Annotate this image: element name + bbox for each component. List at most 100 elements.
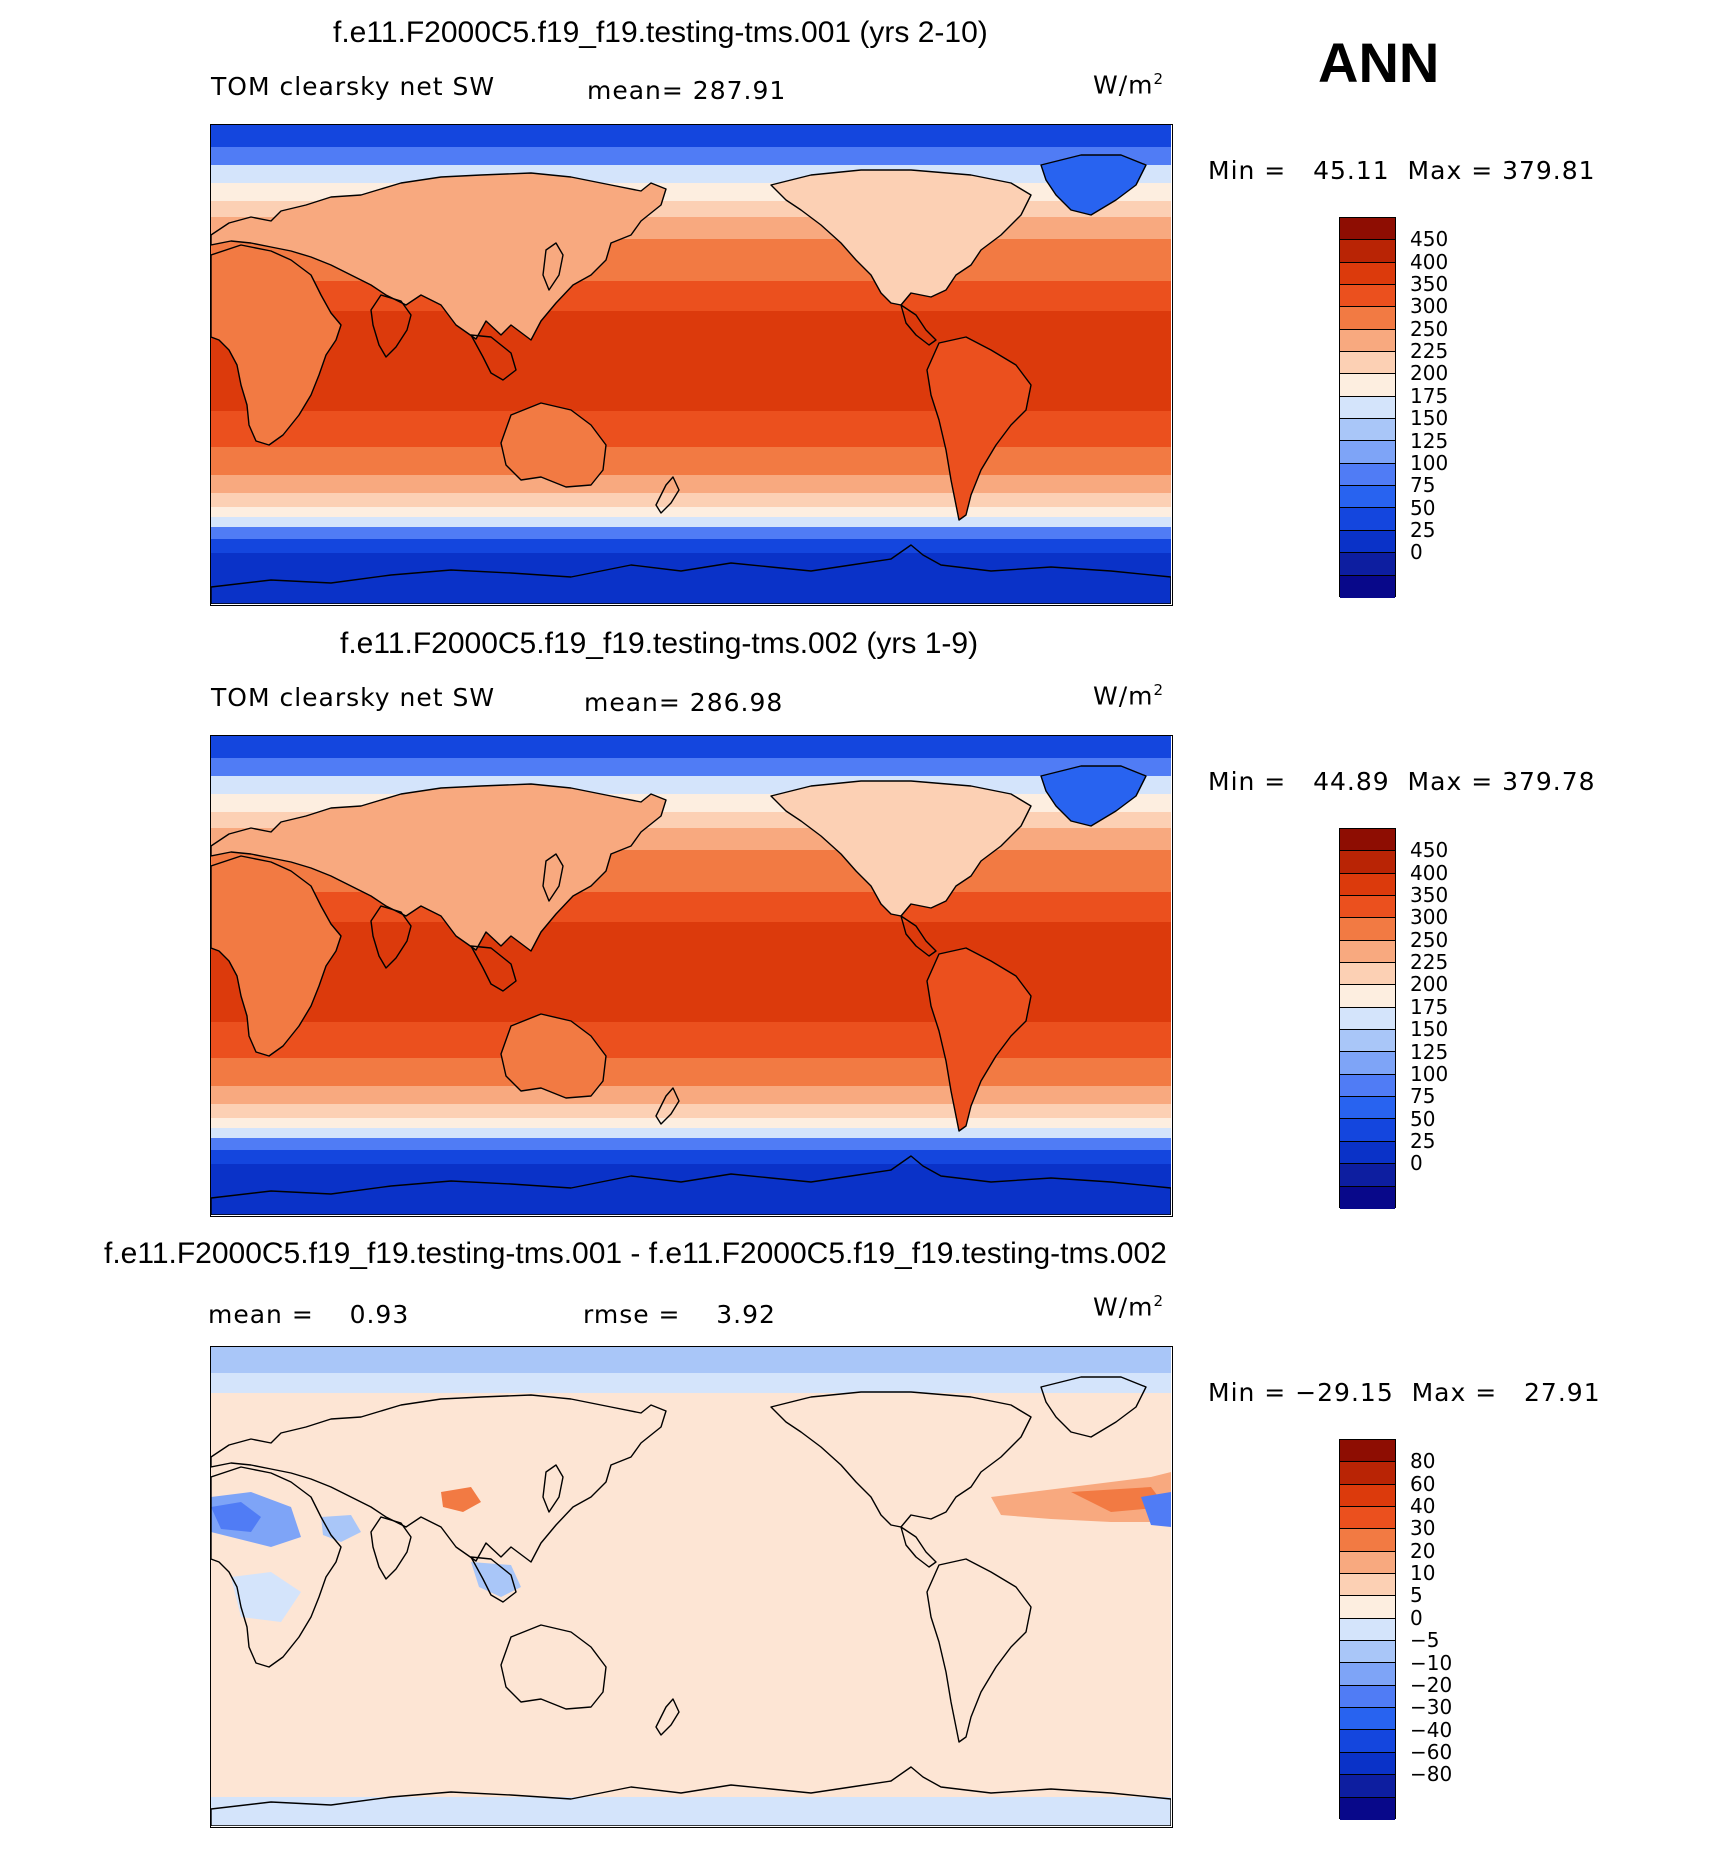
- colorbar-tick-label: 400: [1410, 249, 1449, 274]
- colorbar-tick-label: 175: [1410, 994, 1449, 1019]
- colorbar-segment: [1340, 1052, 1395, 1075]
- colorbar-tick-label: 25: [1410, 517, 1436, 542]
- diff-band-north: [211, 1347, 1171, 1373]
- coastline-southAmerica: [926, 1558, 1032, 1743]
- color-band: [211, 892, 1171, 922]
- coastline-nz: [655, 1698, 680, 1736]
- eurasia-fill: [211, 173, 666, 340]
- colorbar-segment: [1340, 508, 1395, 531]
- coastline-greenland: [1040, 1376, 1147, 1438]
- diff-sahara-strong: [211, 1502, 261, 1532]
- diff-africa-south-blue: [231, 1572, 301, 1622]
- colorbar-segment: [1340, 1484, 1395, 1508]
- colorbar-segment: [1340, 486, 1395, 509]
- panel3-units: W/m2: [1093, 1292, 1165, 1322]
- color-band: [211, 1104, 1171, 1118]
- colorbar-tick-label: 150: [1410, 406, 1449, 431]
- colorbar-tick-label: 250: [1410, 927, 1449, 952]
- color-band: [211, 1058, 1171, 1086]
- colorbar-segment: [1340, 1752, 1395, 1776]
- colorbar-tick-label: 25: [1410, 1128, 1436, 1153]
- colorbar-segment: [1340, 1507, 1395, 1530]
- coastline-southAmerica: [926, 336, 1032, 521]
- colorbar-segment: [1340, 985, 1395, 1008]
- coastline-australia: [500, 1013, 607, 1099]
- colorbar-tick-label: 50: [1410, 495, 1436, 520]
- colorbar-segment: [1340, 963, 1395, 986]
- panel2-variable-label: TOM clearsky net SW: [211, 683, 496, 712]
- coastline-northAmerica: [770, 1391, 1032, 1528]
- color-band: [211, 736, 1171, 758]
- colorbar-segment: [1340, 1618, 1395, 1642]
- colorbar-tick-label: 0: [1410, 540, 1423, 565]
- colorbar-tick-label: 0: [1410, 1605, 1423, 1630]
- colorbar-tick-label: 300: [1410, 294, 1449, 319]
- colorbar-segment: [1340, 1775, 1395, 1798]
- colorbar-segment: [1340, 1730, 1395, 1753]
- northamerica-fill: [771, 781, 1031, 916]
- colorbar-segment: [1340, 463, 1395, 487]
- northamerica-fill: [771, 170, 1031, 305]
- colorbar-tick-label: 350: [1410, 883, 1449, 908]
- color-band: [211, 147, 1171, 165]
- colorbar-segment: [1340, 396, 1395, 420]
- coastline-africa: [211, 1466, 342, 1668]
- colorbar-tick-label: 10: [1410, 1561, 1436, 1586]
- coastline-japan: [542, 1464, 564, 1513]
- colorbar-segment: [1340, 829, 1395, 852]
- colorbar-tick-label: 225: [1410, 950, 1449, 975]
- diff-band-south: [211, 1797, 1171, 1826]
- colorbar-tick-label: 175: [1410, 383, 1449, 408]
- coastline-northAmerica: [770, 169, 1032, 306]
- colorbar-segment: [1340, 530, 1395, 554]
- color-band: [211, 311, 1171, 371]
- colorbar-tick-label: −80: [1410, 1762, 1453, 1787]
- colorbar-segment: [1340, 1440, 1395, 1463]
- colorbar-segment: [1340, 329, 1395, 353]
- coastline-antarctica: [211, 1766, 1171, 1826]
- colorbar-segment: [1340, 1141, 1395, 1165]
- panel2-field: [211, 736, 1171, 1215]
- coastline-japan: [542, 242, 564, 291]
- colorbar-tick-label: 75: [1410, 473, 1436, 498]
- colorbar-tick-label: 60: [1410, 1471, 1436, 1496]
- colorbar-segment: [1340, 262, 1395, 286]
- coastline-nz: [655, 1087, 680, 1125]
- colorbar-segment: [1340, 1186, 1395, 1209]
- greenland-fill: [1041, 155, 1146, 215]
- coastline-centralAmerica: [900, 1526, 937, 1568]
- colorbar-tick-label: 100: [1410, 1061, 1449, 1086]
- panel3-minmax: Min = −29.15 Max = 27.91: [1208, 1378, 1601, 1407]
- colorbar-tick-label: −30: [1410, 1695, 1453, 1720]
- colorbar-segment: [1340, 1164, 1395, 1187]
- colorbar-tick-label: 200: [1410, 361, 1449, 386]
- coastline-europeAsia: [211, 1394, 667, 1563]
- eurasia-fill: [211, 784, 666, 951]
- color-band: [211, 776, 1171, 794]
- africa-fill: [211, 856, 341, 1056]
- coastline-africa: [211, 244, 342, 446]
- colorbar-tick-label: 350: [1410, 272, 1449, 297]
- colorbar-tick-label: 450: [1410, 838, 1449, 863]
- colorbar-tick-label: 125: [1410, 428, 1449, 453]
- color-band: [211, 475, 1171, 493]
- colorbar-segment: [1340, 575, 1395, 598]
- australia-fill: [501, 403, 606, 487]
- panel1-minmax: Min = 45.11 Max = 379.81: [1208, 156, 1596, 185]
- coastline-nz: [655, 476, 680, 514]
- color-band: [211, 125, 1171, 147]
- colorbar-segment: [1340, 553, 1395, 576]
- color-band: [211, 1164, 1171, 1215]
- southamerica-fill: [927, 948, 1031, 1131]
- color-band: [211, 527, 1171, 539]
- coastline-australia: [500, 1624, 607, 1710]
- colorbar-tick-label: 300: [1410, 905, 1449, 930]
- africa-fill: [211, 245, 341, 445]
- colorbar-tick-label: 200: [1410, 972, 1449, 997]
- diff-asia-red: [441, 1487, 481, 1512]
- colorbar-tick-label: 20: [1410, 1538, 1436, 1563]
- coastline-southAmerica: [926, 947, 1032, 1132]
- coastline-northAmerica: [770, 780, 1032, 917]
- coastline-india: [370, 905, 412, 969]
- colorbar-tick-label: 50: [1410, 1106, 1436, 1131]
